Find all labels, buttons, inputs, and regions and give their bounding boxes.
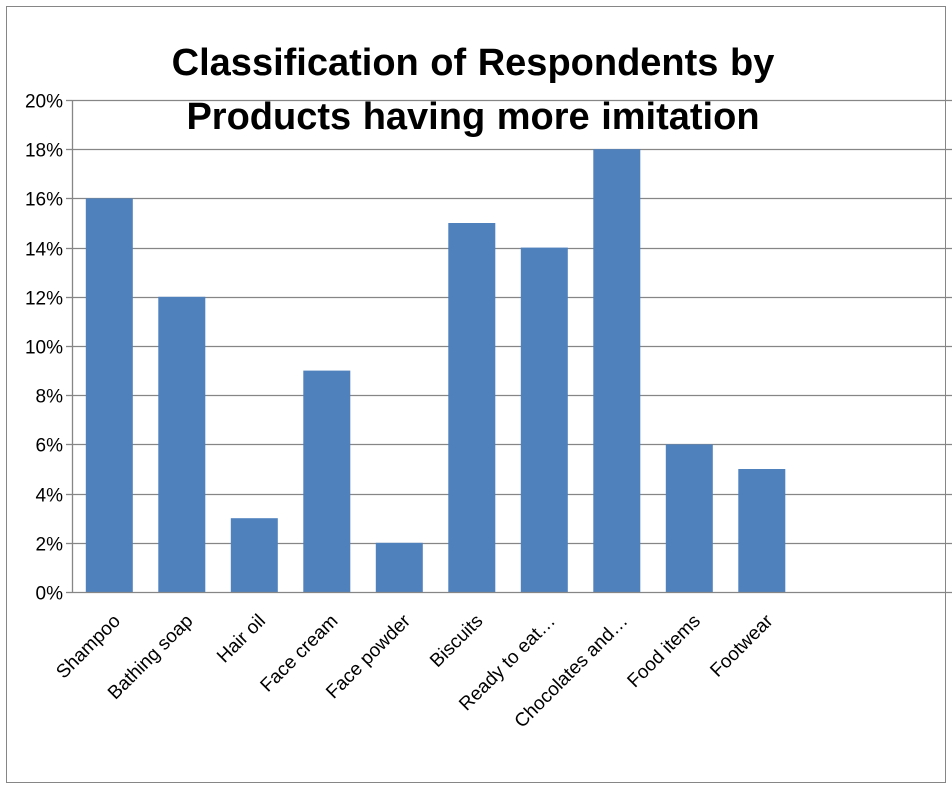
bars [86, 149, 786, 592]
chart-title: Classification of Respondents by Product… [0, 36, 946, 144]
y-tick-label: 10% [25, 338, 63, 359]
x-tick-label: Biscuits [426, 611, 487, 672]
x-tick-label: Shampoo [52, 611, 124, 683]
bar [521, 248, 568, 592]
y-tick-label: 14% [25, 240, 63, 261]
y-tick-label: 12% [25, 289, 63, 310]
x-tick-label: Footwear [706, 610, 777, 681]
y-tick-label: 0% [36, 584, 64, 605]
bar [158, 297, 205, 592]
y-tick-label: 4% [36, 486, 64, 507]
chart-title-line-1: Classification of Respondents by [0, 36, 946, 90]
bar [593, 149, 640, 592]
y-tick-label: 2% [36, 535, 64, 556]
bar [738, 469, 785, 592]
y-tick-label: 16% [25, 190, 63, 211]
y-tick-label: 8% [36, 387, 64, 408]
y-tick-label: 6% [36, 436, 64, 457]
bar [303, 371, 350, 592]
bar [666, 444, 713, 592]
bar [448, 223, 495, 592]
y-tick-labels: 0%2%4%6%8%10%12%14%16%18%20% [25, 92, 63, 605]
bar [376, 543, 423, 592]
x-tick-labels: ShampooBathing soapHair oilFace creamFac… [52, 610, 777, 732]
bar [231, 518, 278, 592]
chart-title-line-2: Products having more imitation [0, 90, 946, 144]
x-tick-label: Hair oil [213, 611, 270, 668]
x-tick-label: Food items [624, 611, 705, 692]
bar [86, 198, 133, 592]
